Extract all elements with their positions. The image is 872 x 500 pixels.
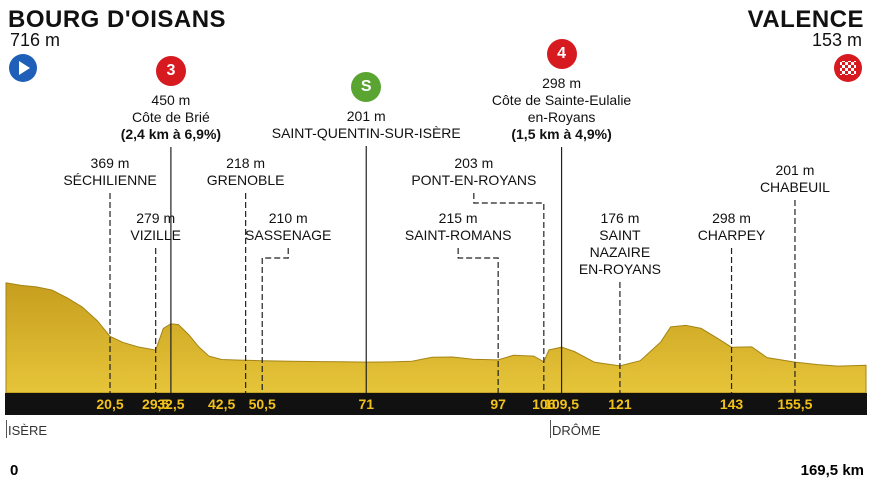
point-label: 298 m CHARPEY xyxy=(698,210,766,244)
start-km: 0 xyxy=(10,462,19,479)
km-marker: 121 xyxy=(608,396,632,412)
point-leader-line xyxy=(261,248,289,393)
point-name: CHARPEY xyxy=(697,227,766,243)
finish-name: VALENCE xyxy=(747,6,864,33)
point-name-2: NAZAIRE xyxy=(589,244,651,260)
point-name: VIZILLE xyxy=(130,227,181,243)
point-name: SASSENAGE xyxy=(245,227,332,243)
climb-category-badge: 4 xyxy=(546,39,577,69)
point-altitude: 298 m xyxy=(712,210,751,226)
km-marker: 143 xyxy=(719,396,744,412)
start-name: BOURG D'OISANS xyxy=(8,6,227,33)
point-altitude: 201 m xyxy=(775,162,815,178)
department-isere: ISÈRE xyxy=(8,423,48,438)
point-label: 203 m PONT-EN-ROYANS xyxy=(411,155,536,189)
point-altitude: 450 m xyxy=(151,92,191,108)
km-marker: 109,5 xyxy=(544,396,580,412)
km-marker: 71 xyxy=(358,396,375,412)
start-altitude: 716 m xyxy=(10,30,61,50)
point-altitude: 218 m xyxy=(226,155,266,171)
point-name: CHABEUIL xyxy=(759,179,830,195)
point-name: Côte de Brié xyxy=(131,109,210,125)
climb-detail: (1,5 km à 4,9%) xyxy=(511,126,612,142)
point-altitude: 210 m xyxy=(268,210,308,226)
point-altitude: 203 m xyxy=(454,155,494,171)
point-label: 201 m SAINT-QUENTIN-SUR-ISÈRE xyxy=(272,108,461,142)
km-marker: 42,5 xyxy=(208,396,236,412)
point-label: 210 m SASSENAGE xyxy=(245,210,331,244)
department-drome: DRÔME xyxy=(552,423,601,438)
point-label: 201 m CHABEUIL xyxy=(760,162,830,196)
terrain-profile xyxy=(5,282,867,394)
finish-km: 169,5 km xyxy=(800,462,864,479)
point-name: Côte de Sainte-Eulalie xyxy=(491,92,632,108)
km-marker: 106 xyxy=(532,396,556,412)
point-name: PONT-EN-ROYANS xyxy=(411,172,537,188)
point-altitude: 298 m xyxy=(542,75,582,91)
km-band xyxy=(5,393,867,415)
point-name: SAINT-QUENTIN-SUR-ISÈRE xyxy=(271,125,461,141)
point-altitude: 215 m xyxy=(438,210,478,226)
point-name-3: EN-ROYANS xyxy=(578,261,662,277)
point-label: 176 m SAINT NAZAIRE EN-ROYANS xyxy=(579,210,661,278)
point-altitude: 201 m xyxy=(346,108,386,124)
km-marker: 97 xyxy=(490,396,506,412)
point-altitude: 176 m xyxy=(600,210,640,226)
finish-flag-icon xyxy=(834,54,862,82)
km-marker: 20,5 xyxy=(96,396,124,412)
climb-detail: (2,4 km à 6,9%) xyxy=(120,126,222,142)
km-marker: 32,5 xyxy=(157,396,185,412)
point-name: SÉCHILIENNE xyxy=(63,172,157,188)
point-leader-line xyxy=(457,248,499,393)
start-icon xyxy=(9,54,37,82)
climb-category-badge: 3 xyxy=(155,56,186,86)
point-label: 218 m GRENOBLE xyxy=(207,155,285,189)
point-leader-line xyxy=(473,193,545,393)
point-name-2: en-Royans xyxy=(527,109,596,125)
sprint-badge: S xyxy=(351,72,382,102)
finish-altitude: 153 m xyxy=(811,30,862,50)
point-name: SAINT-ROMANS xyxy=(404,227,512,243)
point-label: 215 m SAINT-ROMANS xyxy=(405,210,512,244)
km-marker: 155,5 xyxy=(777,396,813,412)
km-marker: 29,5 xyxy=(142,396,170,412)
point-label: 298 m Côte de Sainte-Eulalie en-Royans (1,5… xyxy=(492,75,631,143)
km-marker: 50,5 xyxy=(248,396,276,412)
point-label: 279 m VIZILLE xyxy=(130,210,181,244)
point-altitude: 369 m xyxy=(90,155,130,171)
point-name: SAINT xyxy=(599,227,641,243)
point-label: 450 m Côte de Brié (2,4 km à 6,9%) xyxy=(121,92,221,143)
point-label: 369 m SÉCHILIENNE xyxy=(63,155,156,189)
point-altitude: 279 m xyxy=(136,210,176,226)
point-name: GRENOBLE xyxy=(206,172,285,188)
